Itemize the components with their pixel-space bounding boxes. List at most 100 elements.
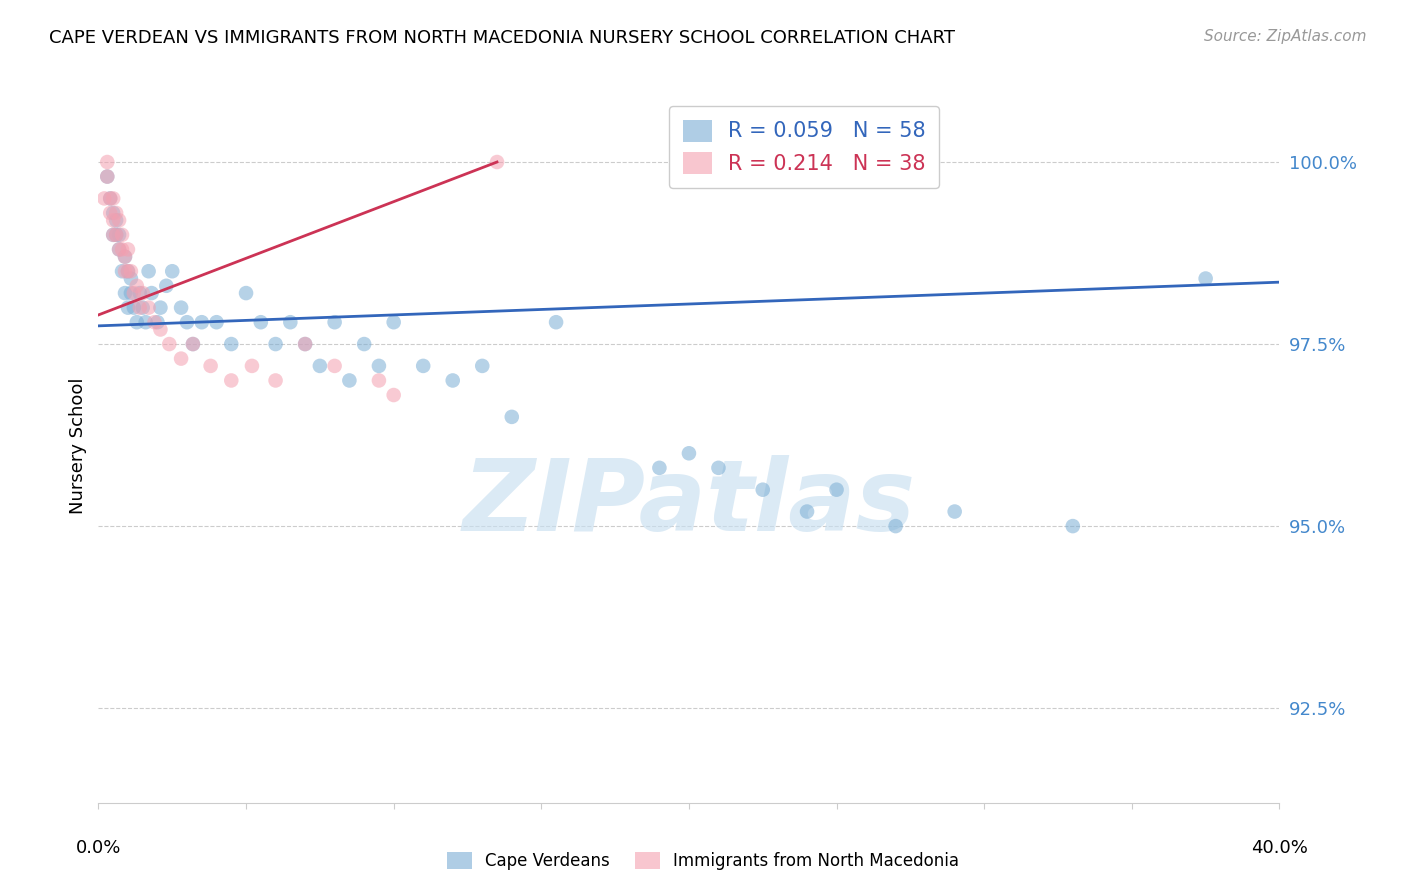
Point: [1062, 519, 1084, 533]
Text: 40.0%: 40.0%: [1251, 839, 1308, 857]
Point: [105, 206, 128, 220]
Point: [353, 337, 375, 351]
Point: [221, 374, 243, 388]
Point: [825, 483, 848, 497]
Point: [294, 337, 316, 351]
Point: [96, 155, 118, 169]
Point: [382, 388, 405, 402]
Point: [884, 519, 907, 533]
Y-axis label: Nursery School: Nursery School: [69, 377, 87, 515]
Point: [105, 227, 128, 242]
Point: [138, 264, 160, 278]
Point: [105, 213, 128, 227]
Point: [501, 409, 523, 424]
Point: [181, 337, 204, 351]
Point: [120, 271, 142, 285]
Point: [250, 315, 273, 329]
Point: [128, 286, 150, 301]
Point: [146, 315, 169, 329]
Point: [546, 315, 568, 329]
Point: [486, 155, 509, 169]
Point: [368, 374, 391, 388]
Point: [114, 264, 136, 278]
Point: [678, 446, 700, 460]
Point: [157, 337, 180, 351]
Point: [235, 286, 257, 301]
Point: [114, 286, 136, 301]
Point: [98, 191, 121, 205]
Point: [98, 191, 121, 205]
Point: [96, 169, 118, 184]
Point: [132, 286, 155, 301]
Point: [339, 374, 361, 388]
Point: [155, 278, 177, 293]
Point: [309, 359, 332, 373]
Point: [162, 264, 183, 278]
Point: [114, 250, 136, 264]
Point: [128, 301, 150, 315]
Point: [96, 169, 118, 184]
Point: [114, 250, 136, 264]
Legend: Cape Verdeans, Immigrants from North Macedonia: Cape Verdeans, Immigrants from North Mac…: [440, 845, 966, 877]
Point: [323, 315, 346, 329]
Point: [205, 315, 228, 329]
Point: [111, 243, 134, 257]
Point: [191, 315, 214, 329]
Legend: R = 0.059   N = 58, R = 0.214   N = 38: R = 0.059 N = 58, R = 0.214 N = 38: [669, 106, 939, 188]
Point: [117, 243, 139, 257]
Point: [176, 315, 198, 329]
Point: [471, 359, 494, 373]
Point: [111, 264, 134, 278]
Point: [108, 213, 131, 227]
Point: [135, 315, 157, 329]
Point: [93, 191, 115, 205]
Point: [103, 227, 125, 242]
Point: [120, 286, 142, 301]
Point: [108, 243, 131, 257]
Point: [103, 191, 125, 205]
Point: [294, 337, 316, 351]
Point: [796, 504, 818, 518]
Point: [117, 264, 139, 278]
Point: [122, 301, 145, 315]
Point: [368, 359, 391, 373]
Point: [111, 227, 134, 242]
Point: [103, 206, 125, 220]
Point: [441, 374, 464, 388]
Point: [264, 337, 287, 351]
Point: [149, 322, 172, 336]
Point: [221, 337, 243, 351]
Text: Source: ZipAtlas.com: Source: ZipAtlas.com: [1204, 29, 1367, 45]
Point: [412, 359, 434, 373]
Point: [108, 243, 131, 257]
Point: [125, 278, 148, 293]
Text: ZIPatlas: ZIPatlas: [463, 455, 915, 551]
Point: [943, 504, 966, 518]
Point: [240, 359, 263, 373]
Point: [103, 213, 125, 227]
Point: [707, 460, 730, 475]
Point: [103, 227, 125, 242]
Point: [200, 359, 222, 373]
Point: [181, 337, 204, 351]
Point: [170, 301, 193, 315]
Point: [108, 227, 131, 242]
Point: [138, 301, 160, 315]
Point: [125, 315, 148, 329]
Point: [105, 227, 128, 242]
Point: [143, 315, 166, 329]
Point: [382, 315, 405, 329]
Point: [280, 315, 302, 329]
Point: [323, 359, 346, 373]
Point: [648, 460, 671, 475]
Point: [117, 301, 139, 315]
Point: [141, 286, 163, 301]
Point: [122, 286, 145, 301]
Point: [120, 264, 142, 278]
Point: [752, 483, 775, 497]
Point: [170, 351, 193, 366]
Point: [98, 206, 121, 220]
Text: 0.0%: 0.0%: [76, 839, 121, 857]
Text: CAPE VERDEAN VS IMMIGRANTS FROM NORTH MACEDONIA NURSERY SCHOOL CORRELATION CHART: CAPE VERDEAN VS IMMIGRANTS FROM NORTH MA…: [49, 29, 955, 47]
Point: [1195, 271, 1218, 285]
